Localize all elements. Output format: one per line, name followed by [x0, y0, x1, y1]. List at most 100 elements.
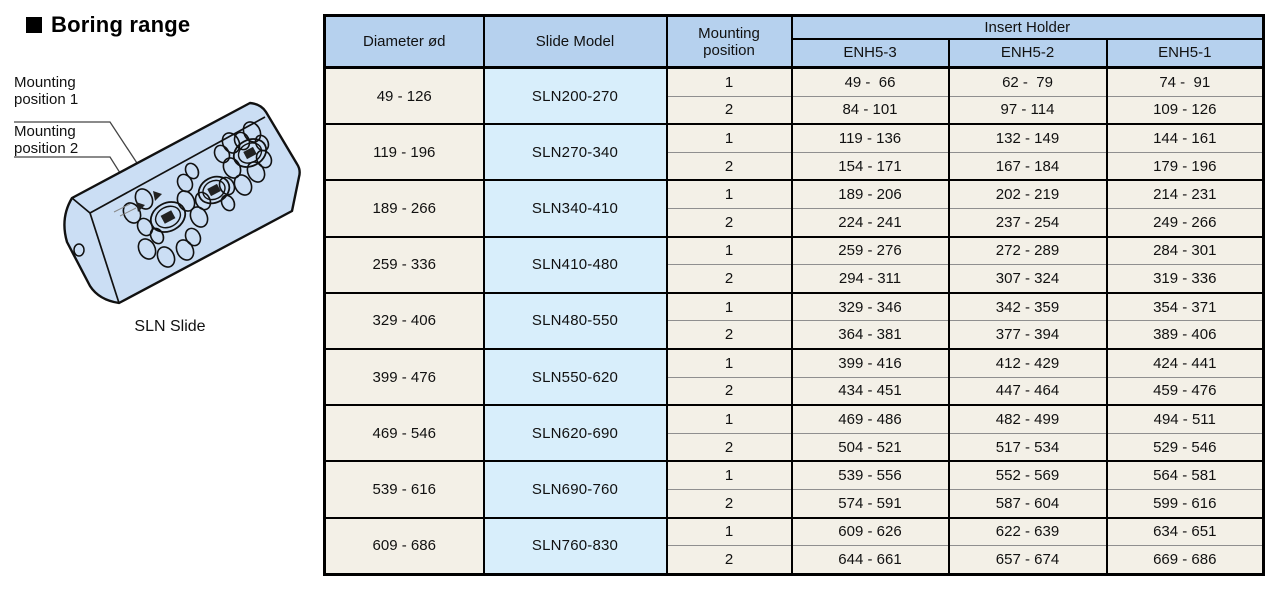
range-cell-enh5-1: 109 - 126 [1105, 96, 1264, 125]
section-marker-icon [26, 17, 42, 33]
range-cell-enh5-3: 189 - 206 [790, 180, 949, 209]
col-header-slide-model: Slide Model [482, 15, 667, 68]
range-cell-enh5-1: 249 - 266 [1105, 208, 1264, 237]
range-cell-enh5-3: 259 - 276 [790, 236, 949, 266]
slide-edges [71, 116, 266, 304]
range-cell-enh5-2: 587 - 604 [947, 489, 1107, 518]
mounting-position-cell: 2 [665, 545, 792, 575]
range-cell-enh5-2: 552 - 569 [947, 461, 1107, 490]
sln-slide-illustration [14, 101, 301, 305]
range-cell-enh5-3: 399 - 416 [790, 348, 949, 378]
range-cell-enh5-2: 202 - 219 [947, 180, 1107, 209]
table-row: 2 224 - 241 237 - 254 249 - 266 [325, 208, 1264, 237]
slide-model-cell: SLN620-690 [482, 405, 667, 462]
range-cell-enh5-2: 62 - 79 [947, 67, 1107, 97]
range-cell-enh5-2: 272 - 289 [947, 236, 1107, 266]
slide-model-cell: SLN690-760 [482, 461, 667, 518]
range-cell-enh5-1: 319 - 336 [1105, 264, 1264, 293]
range-cell-enh5-3: 329 - 346 [790, 292, 949, 322]
end-cap-hole [73, 243, 85, 257]
table-row: 119 - 196 SLN270-340 1 119 - 136 132 - 1… [323, 124, 1264, 181]
col-header-insert-holder: Insert Holder [790, 15, 1264, 39]
mounting-position-header-text: Mounting position [698, 24, 760, 59]
mounting-position-cell: 2 [665, 208, 792, 237]
diameter-cell: 399 - 476 [323, 348, 484, 406]
range-cell-enh5-3: 504 - 521 [790, 433, 949, 462]
slide-model-cell: SLN410-480 [482, 236, 667, 293]
mounting-position-cell: 1 [665, 236, 792, 266]
mounting-position-cell: 2 [665, 96, 792, 125]
range-cell-enh5-2: 377 - 394 [947, 320, 1107, 349]
slide-model-cell: SLN270-340 [482, 124, 667, 181]
range-cell-enh5-3: 224 - 241 [790, 208, 949, 237]
model-group-sln410-480: 259 - 336 SLN410-480 1 259 - 276 272 - 2… [323, 236, 1264, 293]
range-cell-enh5-3: 469 - 486 [790, 405, 949, 434]
diameter-cell: 259 - 336 [323, 236, 484, 293]
mounting-position-cell: 1 [665, 461, 792, 490]
col-header-enh5-1: ENH5-1 [1105, 37, 1264, 68]
diameter-cell: 119 - 196 [323, 124, 484, 181]
model-group-sln270-340: 119 - 196 SLN270-340 1 119 - 136 132 - 1… [323, 124, 1264, 181]
range-cell-enh5-3: 49 - 66 [790, 67, 949, 97]
mounting-position-cell: 2 [665, 377, 792, 406]
table-row: 2 434 - 451 447 - 464 459 - 476 [325, 377, 1264, 406]
range-cell-enh5-1: 494 - 511 [1105, 405, 1264, 434]
range-cell-enh5-2: 307 - 324 [947, 264, 1107, 293]
mounting-position-cell: 1 [665, 405, 792, 434]
mounting-position-cell: 2 [665, 433, 792, 462]
range-cell-enh5-3: 84 - 101 [790, 96, 949, 125]
section-title: Boring range [26, 12, 190, 38]
table-row: 539 - 616 SLN690-760 1 539 - 556 552 - 5… [323, 461, 1264, 518]
range-cell-enh5-1: 599 - 616 [1105, 489, 1264, 518]
model-group-sln690-760: 539 - 616 SLN690-760 1 539 - 556 552 - 5… [323, 461, 1264, 518]
mounting-marker-1-icon [153, 191, 162, 201]
range-cell-enh5-3: 294 - 311 [790, 264, 949, 293]
mounting-position-cell: 1 [665, 180, 792, 209]
col-header-mounting-position: Mounting position [665, 15, 792, 68]
table-row: 2 294 - 311 307 - 324 319 - 336 [325, 264, 1264, 293]
range-cell-enh5-2: 412 - 429 [947, 348, 1107, 378]
range-cell-enh5-1: 529 - 546 [1105, 433, 1264, 462]
col-header-enh5-2: ENH5-2 [947, 37, 1107, 68]
range-cell-enh5-2: 97 - 114 [947, 96, 1107, 125]
slide-model-cell: SLN340-410 [482, 180, 667, 237]
top-face-engraving [113, 203, 137, 217]
table-row: 329 - 406 SLN480-550 1 329 - 346 342 - 3… [323, 292, 1264, 349]
range-cell-enh5-1: 424 - 441 [1105, 348, 1264, 378]
table-row: 609 - 686 SLN760-830 1 609 - 626 622 - 6… [323, 517, 1264, 575]
header-row-2: ENH5-3 ENH5-2 ENH5-1 [325, 37, 1264, 68]
range-cell-enh5-1: 459 - 476 [1105, 377, 1264, 406]
diameter-cell: 329 - 406 [323, 292, 484, 349]
range-cell-enh5-2: 342 - 359 [947, 292, 1107, 322]
table-row: 2 644 - 661 657 - 674 669 - 686 [325, 545, 1264, 575]
diameter-cell: 189 - 266 [323, 180, 484, 237]
range-cell-enh5-2: 517 - 534 [947, 433, 1107, 462]
mounting-position-cell: 1 [665, 67, 792, 97]
table-row: 399 - 476 SLN550-620 1 399 - 416 412 - 4… [323, 348, 1264, 406]
mounting-position-cell: 2 [665, 489, 792, 518]
col-header-diameter: Diameter ød [323, 15, 484, 68]
range-cell-enh5-2: 657 - 674 [947, 545, 1107, 575]
range-cell-enh5-1: 74 - 91 [1105, 67, 1264, 97]
table-row: 2 84 - 101 97 - 114 109 - 126 [325, 96, 1264, 125]
range-cell-enh5-2: 237 - 254 [947, 208, 1107, 237]
model-group-sln620-690: 469 - 546 SLN620-690 1 469 - 486 482 - 4… [323, 405, 1264, 462]
slide-caption: SLN Slide [134, 318, 206, 335]
mounting-position-cell: 1 [665, 124, 792, 153]
slide-body [63, 101, 301, 305]
mounting-position-cell: 2 [665, 320, 792, 349]
model-group-sln200-270: 49 - 126 SLN200-270 1 49 - 66 62 - 79 74… [323, 67, 1264, 125]
socket-bosses [149, 138, 268, 233]
range-cell-enh5-2: 132 - 149 [947, 124, 1107, 153]
range-cell-enh5-1: 179 - 196 [1105, 152, 1264, 181]
slide-model-cell: SLN760-830 [482, 517, 667, 575]
model-group-sln760-830: 609 - 686 SLN760-830 1 609 - 626 622 - 6… [323, 517, 1264, 575]
diameter-cell: 609 - 686 [323, 517, 484, 575]
col-header-enh5-3: ENH5-3 [790, 37, 949, 68]
table-row: 469 - 546 SLN620-690 1 469 - 486 482 - 4… [323, 405, 1264, 462]
range-cell-enh5-2: 447 - 464 [947, 377, 1107, 406]
range-cell-enh5-3: 539 - 556 [790, 461, 949, 490]
table-row: 2 364 - 381 377 - 394 389 - 406 [325, 320, 1264, 349]
slide-model-cell: SLN480-550 [482, 292, 667, 349]
mounting-position-cell: 1 [665, 517, 792, 547]
